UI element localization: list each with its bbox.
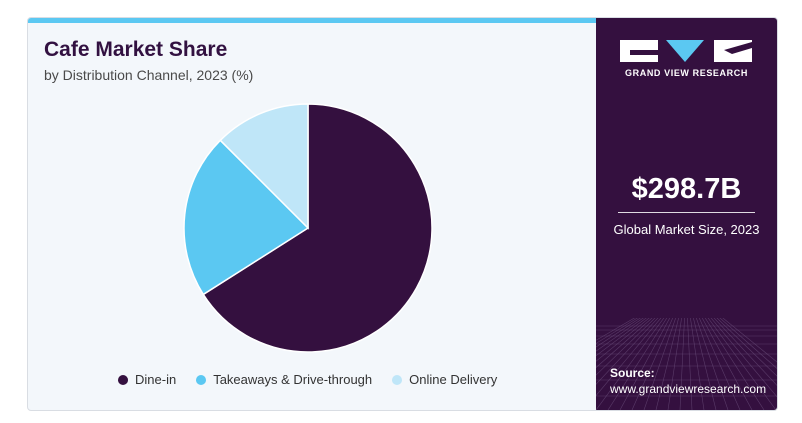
sidebar-panel: GRAND VIEW RESEARCH $298.7B Global Marke…: [596, 18, 777, 410]
chart-title: Cafe Market Share: [44, 38, 228, 61]
legend-item-dine-in: Dine-in: [118, 372, 176, 387]
legend-swatch-takeaways: [196, 374, 207, 385]
divider-line: [618, 212, 755, 213]
legend-label-online-delivery: Online Delivery: [409, 372, 498, 387]
decorative-grid-pattern: [596, 318, 777, 410]
market-size-label: Global Market Size, 2023: [613, 222, 760, 237]
legend-swatch-online-delivery: [392, 374, 403, 385]
pie-chart: [183, 103, 433, 353]
chart-subtitle: by Distribution Channel, 2023 (%): [44, 67, 254, 83]
source-label: Source:: [610, 366, 655, 380]
logo-wordmark: GRAND VIEW RESEARCH: [625, 68, 748, 78]
legend-label-takeaways: Takeaways & Drive-through: [213, 372, 373, 387]
source-url: www.grandviewresearch.com: [610, 382, 767, 396]
market-size-value: $298.7B: [631, 173, 742, 205]
legend-item-takeaways: Takeaways & Drive-through: [196, 372, 372, 387]
pie-slice-dine-in: [202, 103, 433, 353]
chart-card: Cafe Market Share by Distribution Channe…: [27, 17, 778, 411]
legend-swatch-dine-in: [118, 374, 128, 385]
pie-slice-online-delivery: [219, 103, 309, 230]
grand-view-research-logo: [620, 40, 752, 62]
pie-slice-takeaways-drive-through: [183, 139, 310, 296]
accent-bar: [28, 18, 596, 23]
chart-legend: Dine-in Takeaways & Drive-through Online…: [118, 372, 497, 387]
legend-label-dine-in: Dine-in: [135, 372, 177, 387]
legend-item-online-delivery: Online Delivery: [392, 372, 497, 387]
